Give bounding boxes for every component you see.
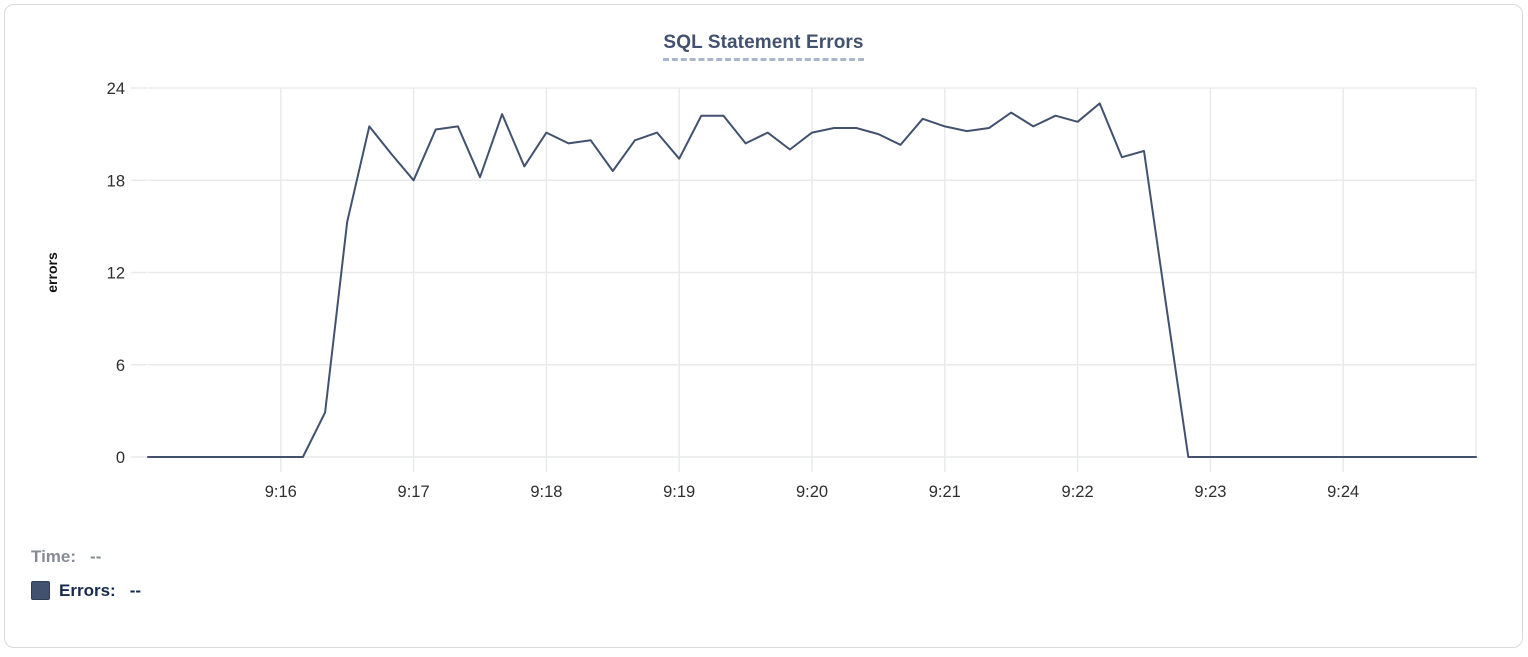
x-tick-label: 9:18 [530, 483, 562, 501]
x-tick-label: 9:16 [265, 483, 297, 501]
y-tick-label: 24 [107, 80, 125, 98]
chart-legend: Time: -- Errors: -- [31, 546, 141, 614]
x-tick-label: 9:24 [1327, 483, 1359, 501]
legend-errors-label: Errors: [59, 580, 116, 601]
y-axis-title: errors [44, 252, 60, 293]
x-tick-label: 9:23 [1194, 483, 1226, 501]
legend-errors-row: Errors: -- [31, 580, 141, 601]
y-tick-label: 6 [116, 357, 125, 375]
legend-time-label: Time: [31, 546, 76, 567]
legend-time-row: Time: -- [31, 546, 141, 567]
y-tick-label: 0 [116, 449, 125, 467]
x-tick-label: 9:21 [929, 483, 961, 501]
y-tick-label: 18 [107, 172, 125, 190]
sql-statement-errors-line-chart[interactable]: 0 6 12 18 24 9:16 9:17 9:18 9:19 9:20 9:21 9:22 9:23… [5, 5, 1528, 657]
legend-errors-value: -- [130, 580, 141, 601]
chart-title-row: SQL Statement Errors [5, 32, 1522, 61]
x-tick-label: 9:20 [796, 483, 828, 501]
x-tick-label: 9:17 [398, 483, 430, 501]
x-tick-label: 9:19 [663, 483, 695, 501]
errors-series-swatch-icon [31, 581, 50, 600]
y-tick-label: 12 [107, 265, 125, 283]
x-tick-label: 9:22 [1062, 483, 1094, 501]
chart-title[interactable]: SQL Statement Errors [663, 32, 863, 61]
chart-card: SQL Statement Errors 0 6 12 18 24 9:16 9:17 9:1… [4, 4, 1523, 648]
legend-time-value: -- [90, 546, 101, 567]
